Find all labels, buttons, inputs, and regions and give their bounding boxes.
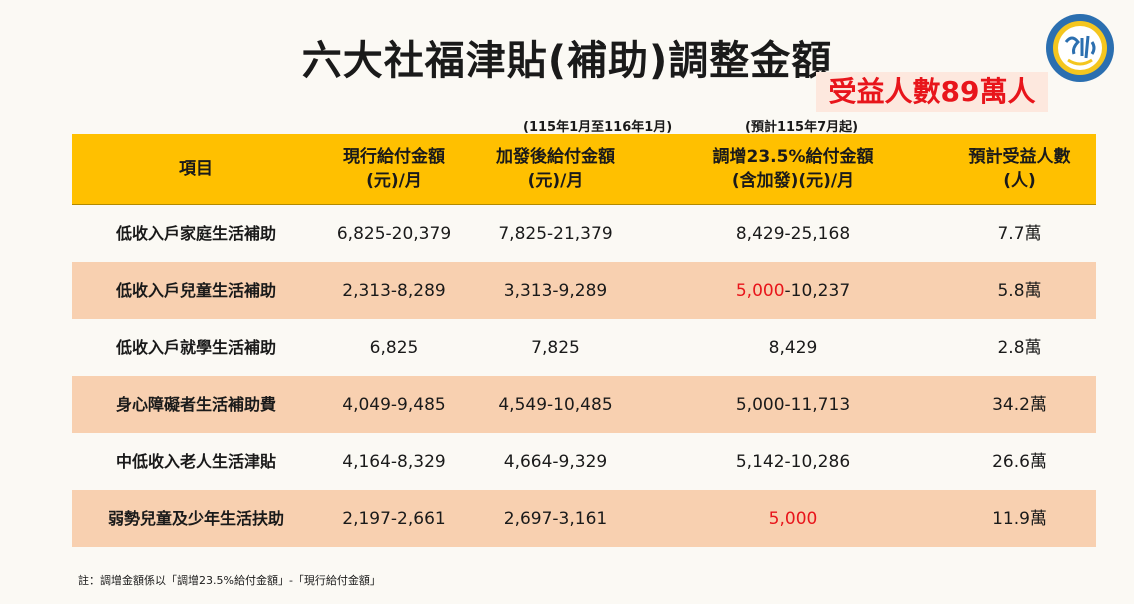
row-after: 7,825 xyxy=(531,337,580,358)
row-adjusted: 5,142-10,286 xyxy=(735,451,851,472)
header-item: 項目 xyxy=(179,159,213,179)
row-adjusted: 5,000 xyxy=(768,508,818,529)
row-people: 11.9萬 xyxy=(992,508,1047,529)
row-item: 中低收入老人生活津貼 xyxy=(115,451,276,471)
row-after: 7,825-21,379 xyxy=(498,223,613,244)
table-row: 低收入戶兒童生活補助 2,313-8,289 3,313-9,289 5,000… xyxy=(72,262,1096,319)
start-date-note: (預計115年7月起) xyxy=(745,120,859,135)
row-current: 2,313-8,289 xyxy=(342,280,446,301)
beneficiaries-badge: 受益人數89萬人 xyxy=(816,72,1048,112)
footnote: 註：調增金額係以「調增23.5%給付金額」-「現行給付金額」 xyxy=(78,574,381,587)
row-adjusted: 8,429-25,168 xyxy=(735,223,851,244)
table-header: 項目 現行給付金額 (元)/月 加發後給付金額 (元)/月 調增23.5%給付金額(… xyxy=(72,134,1096,205)
row-after: 2,697-3,161 xyxy=(503,508,608,529)
row-current: 6,825-20,379 xyxy=(336,223,452,244)
table-row: 中低收入老人生活津貼 4,164-8,329 4,664-9,329 5,142… xyxy=(72,433,1096,490)
row-people: 7.7萬 xyxy=(997,223,1042,244)
header-current: 現行給付金額 (元)/月 xyxy=(343,147,445,191)
row-after: 4,549-10,485 xyxy=(498,394,613,415)
header-after: 加發後給付金額 (元)/月 xyxy=(496,147,615,191)
row-people: 2.8萬 xyxy=(997,337,1042,358)
row-current: 6,825 xyxy=(369,337,419,358)
row-people: 26.6萬 xyxy=(992,451,1047,472)
row-item: 身心障礙者生活補助費 xyxy=(115,394,276,414)
row-adjusted: 5,000-10,237 xyxy=(735,280,851,301)
row-after: 4,664-9,329 xyxy=(503,451,608,472)
ministry-seal-icon xyxy=(1046,14,1114,82)
row-item: 低收入戶兒童生活補助 xyxy=(115,280,276,300)
row-after: 3,313-9,289 xyxy=(503,280,608,301)
row-adjusted: 5,000-11,713 xyxy=(735,394,851,415)
table-row: 低收入戶就學生活補助 6,825 7,825 8,429 2.8萬 xyxy=(72,319,1096,376)
row-current: 4,164-8,329 xyxy=(342,451,446,472)
subsidy-table: 項目 現行給付金額 (元)/月 加發後給付金額 (元)/月 調增23.5%給付金額(… xyxy=(72,134,1096,547)
table-row: 低收入戶家庭生活補助 6,825-20,379 7,825-21,379 8,4… xyxy=(72,205,1096,262)
table-row: 身心障礙者生活補助費 4,049-9,485 4,549-10,485 5,00… xyxy=(72,376,1096,433)
row-people: 34.2萬 xyxy=(992,394,1047,415)
date-range-note: (115年1月至116年1月) xyxy=(523,120,673,135)
header-people: 預計受益人數 (人) xyxy=(968,147,1071,191)
page-title: 六大社福津貼(補助)調整金額 xyxy=(301,38,833,84)
row-adjusted: 8,429 xyxy=(768,337,818,358)
row-item: 低收入戶家庭生活補助 xyxy=(115,223,276,243)
row-item: 低收入戶就學生活補助 xyxy=(115,337,276,357)
header-adjusted: 調增23.5%給付金額 (含加發)(元)/月 xyxy=(712,147,874,191)
row-item: 弱勢兒童及少年生活扶助 xyxy=(107,508,284,528)
table-row: 弱勢兒童及少年生活扶助 2,197-2,661 2,697-3,161 5,00… xyxy=(72,490,1096,547)
row-people: 5.8萬 xyxy=(997,280,1042,301)
row-current: 2,197-2,661 xyxy=(342,508,446,529)
row-current: 4,049-9,485 xyxy=(342,394,446,415)
